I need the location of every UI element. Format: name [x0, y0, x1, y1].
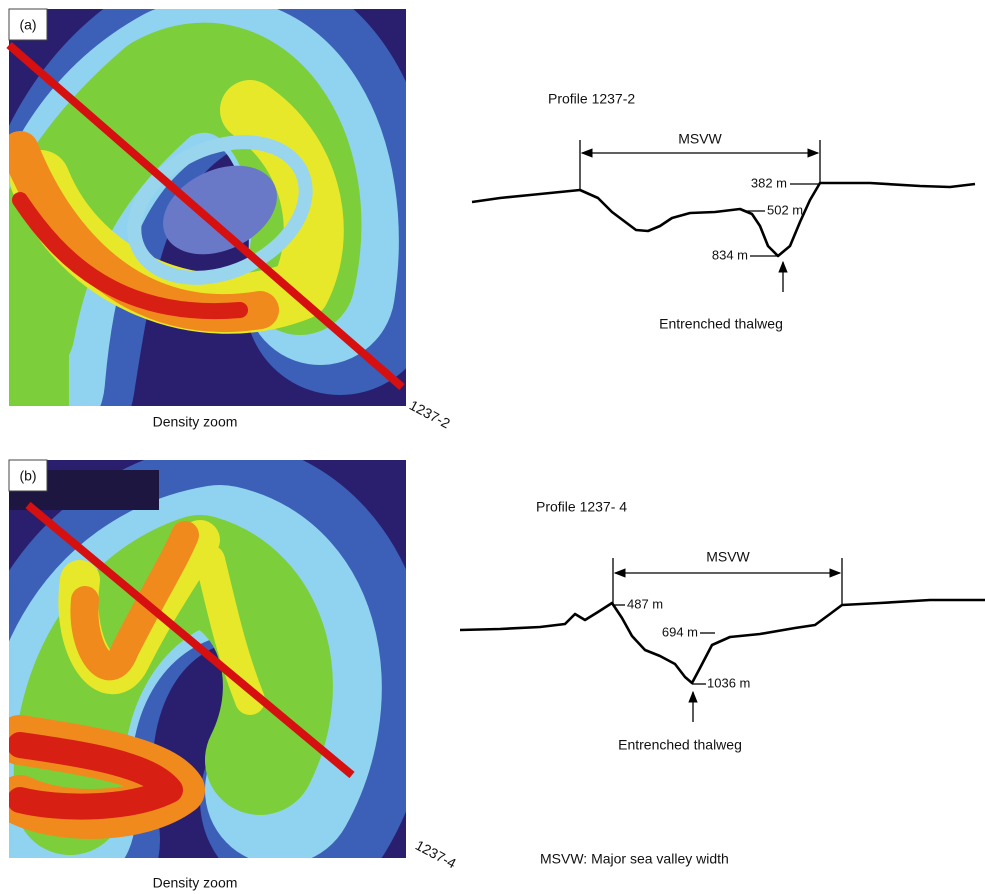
line-label: 1237-4 [413, 837, 459, 872]
caption: Density zoom [153, 414, 238, 430]
profile [472, 183, 975, 256]
profile-title: Profile 1237-2 [548, 91, 635, 107]
line-label: 1237-2 [407, 397, 453, 432]
width-label: MSVW [706, 549, 750, 565]
caption: Density zoom [153, 875, 238, 891]
panel-label: (a) [19, 17, 36, 33]
profile-title: Profile 1237- 4 [536, 499, 627, 515]
width-label: MSVW [678, 131, 722, 147]
depth-label: 694 m [662, 624, 698, 639]
profile [460, 600, 985, 683]
depth-label: 502 m [767, 202, 803, 217]
depth-label: 834 m [712, 247, 748, 262]
density-map-a [9, 9, 406, 406]
depth-label: 1036 m [707, 675, 750, 690]
depth-label: 382 m [751, 175, 787, 190]
thalweg-label: Entrenched thalweg [618, 737, 742, 753]
thalweg-label: Entrenched thalweg [659, 316, 783, 332]
depth-label: 487 m [627, 596, 663, 611]
footnote: MSVW: Major sea valley width [540, 851, 729, 867]
panel-label: (b) [19, 468, 36, 484]
figure: (a) Density zoom 1237-2 Profile 1237-2 M… [0, 0, 985, 894]
